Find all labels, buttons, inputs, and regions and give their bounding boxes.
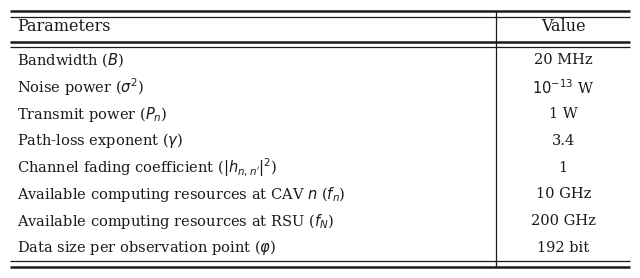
- Text: $10^{-13}$ W: $10^{-13}$ W: [532, 78, 595, 96]
- Text: 1: 1: [559, 161, 568, 175]
- Text: 3.4: 3.4: [552, 134, 575, 148]
- Text: Noise power ($\sigma^2$): Noise power ($\sigma^2$): [17, 76, 145, 98]
- Text: 10 GHz: 10 GHz: [536, 187, 591, 201]
- Text: 200 GHz: 200 GHz: [531, 214, 596, 228]
- Text: Available computing resources at CAV $n$ ($f_n$): Available computing resources at CAV $n$…: [17, 185, 346, 204]
- Text: Value: Value: [541, 18, 586, 35]
- Text: Bandwidth ($B$): Bandwidth ($B$): [17, 52, 124, 69]
- Text: Transmit power ($P_n$): Transmit power ($P_n$): [17, 105, 168, 123]
- Text: Parameters: Parameters: [17, 18, 111, 35]
- Text: 1 W: 1 W: [549, 107, 577, 121]
- Text: Path-loss exponent ($\gamma$): Path-loss exponent ($\gamma$): [17, 131, 183, 150]
- Text: 20 MHz: 20 MHz: [534, 53, 593, 68]
- Text: Available computing resources at RSU ($f_N$): Available computing resources at RSU ($f…: [17, 212, 334, 231]
- Text: 192 bit: 192 bit: [537, 241, 589, 255]
- Text: Channel fading coefficient ($|h_{n,n^{\prime}}|^2$): Channel fading coefficient ($|h_{n,n^{\p…: [17, 156, 278, 179]
- Text: Data size per observation point ($\varphi$): Data size per observation point ($\varph…: [17, 239, 276, 257]
